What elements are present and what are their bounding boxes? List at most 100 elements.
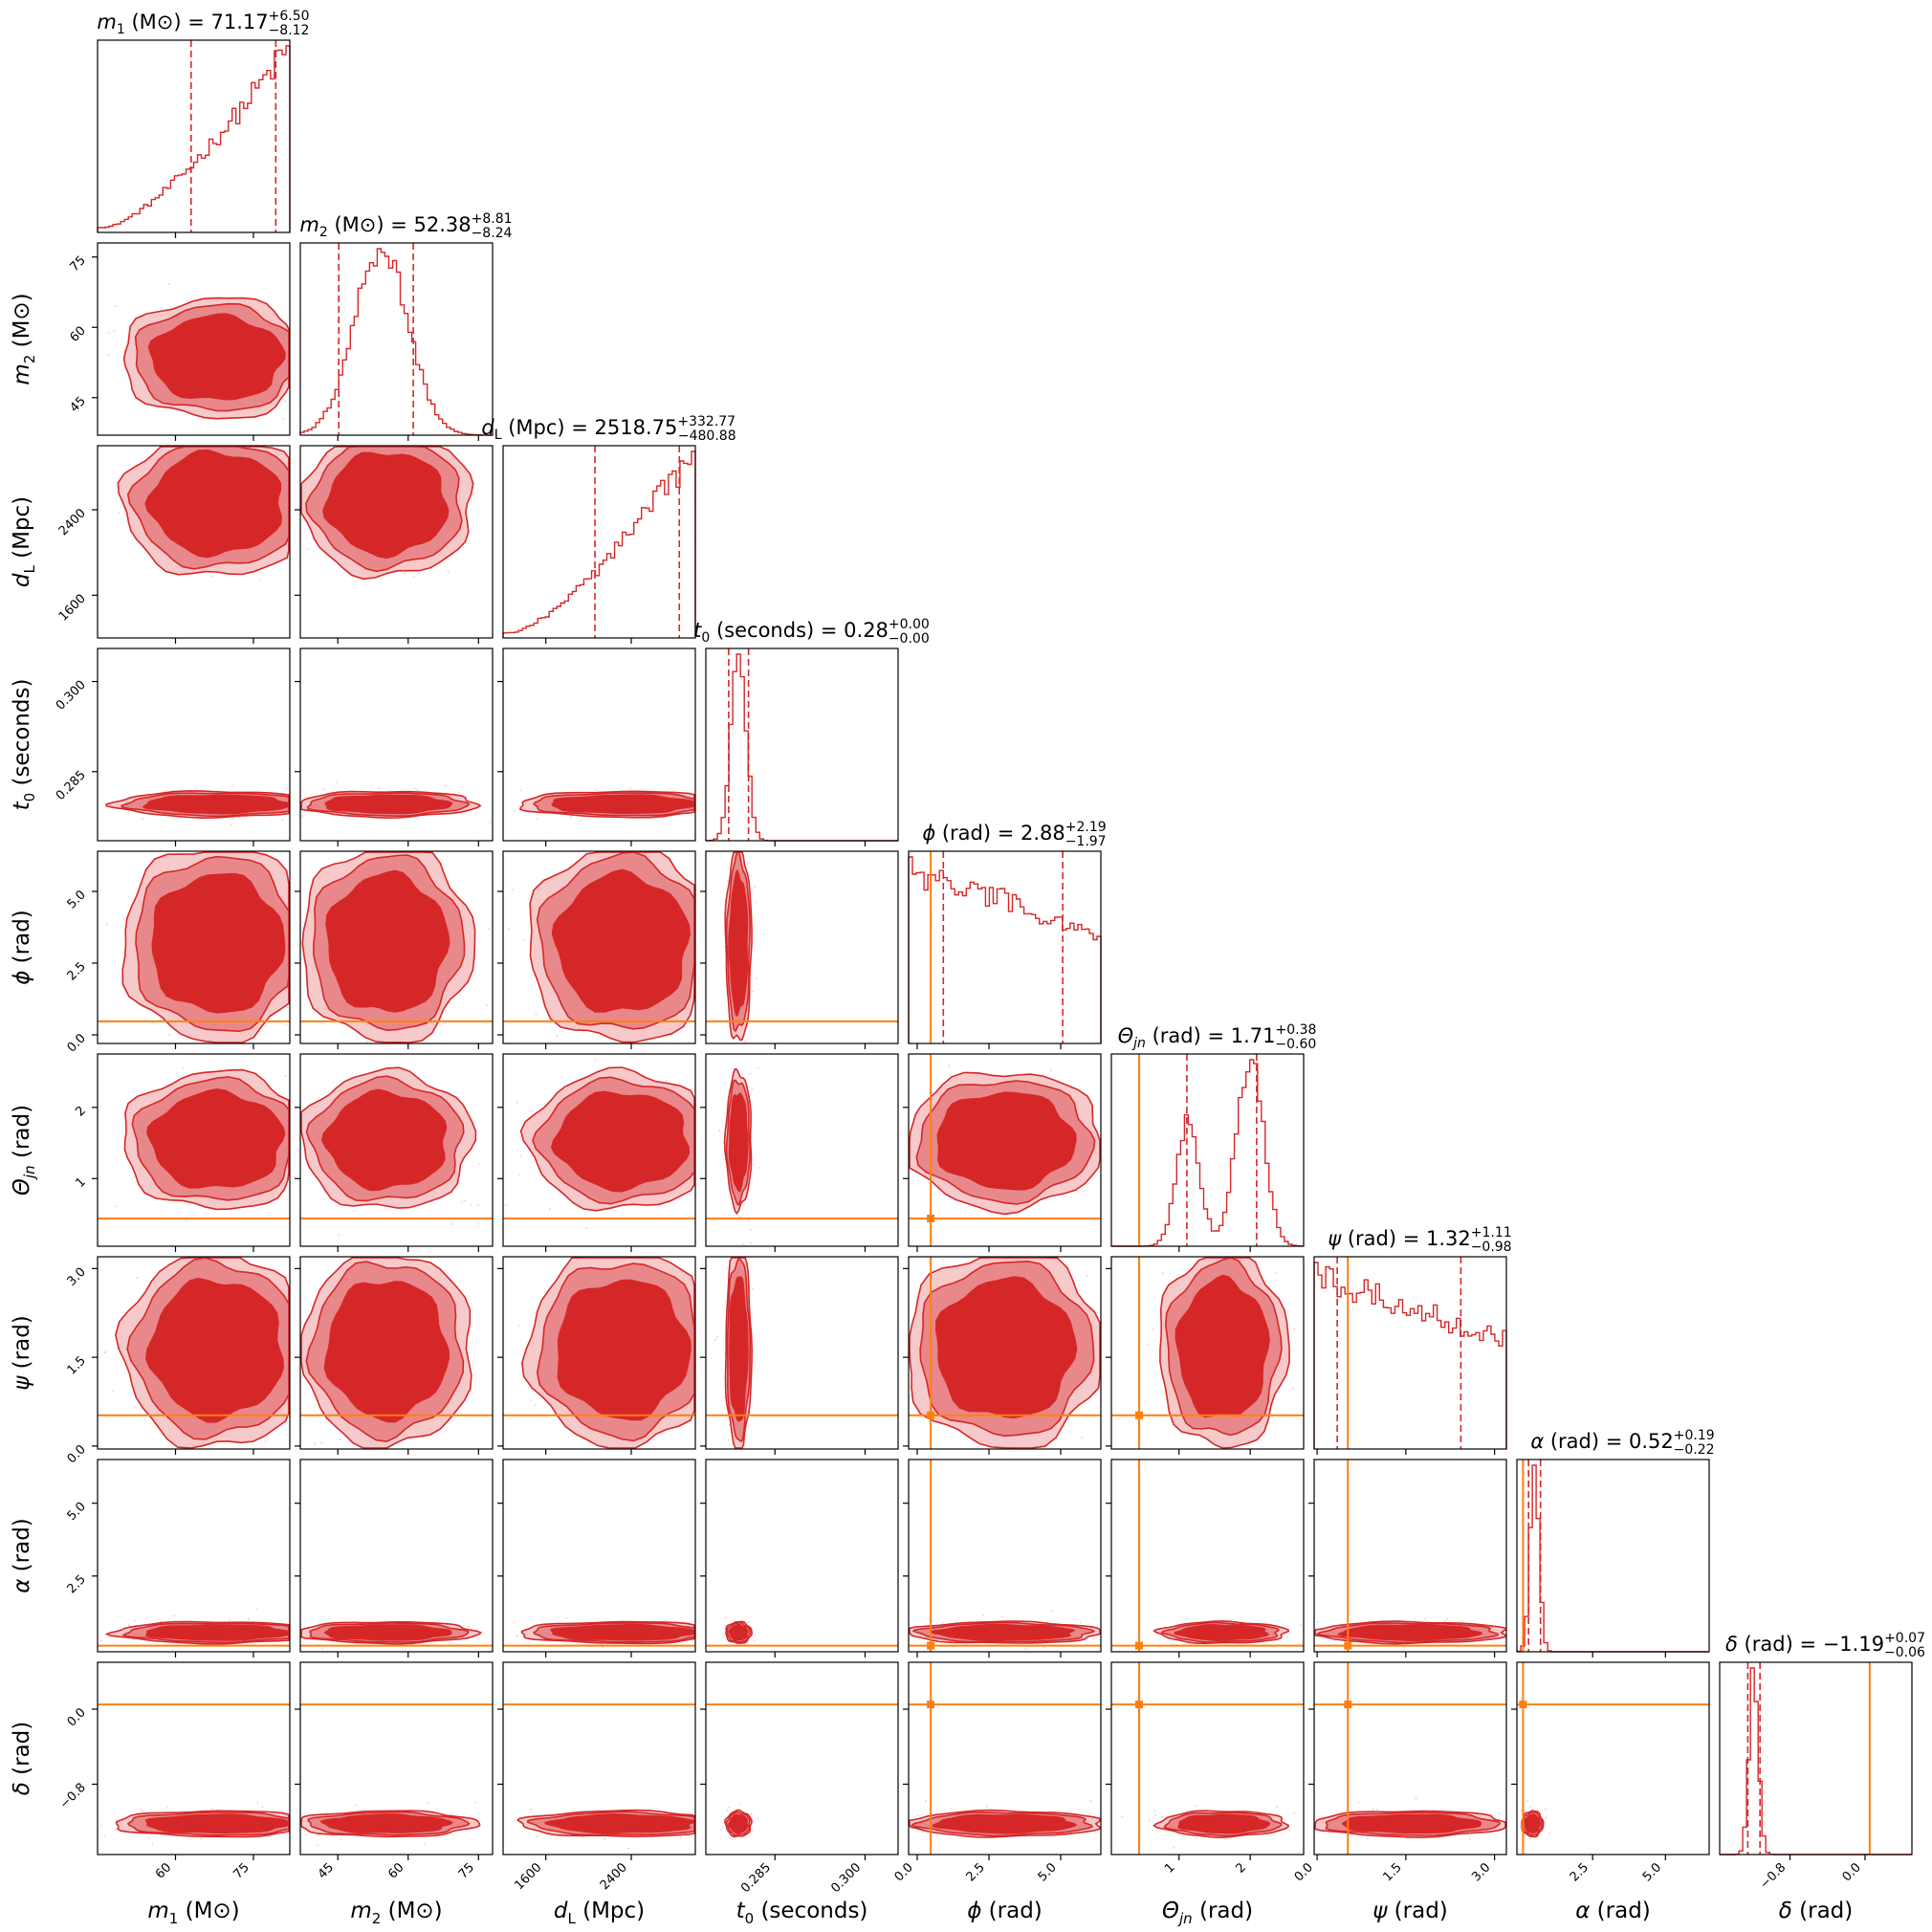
- x-tick-label: 2400: [598, 1860, 630, 1893]
- panel-m1-theta: 12: [73, 1053, 291, 1252]
- sample-dot: [726, 1809, 729, 1811]
- sample-dot: [753, 1163, 756, 1166]
- contour-1sigma: [146, 1087, 286, 1189]
- sample-dot: [724, 1301, 727, 1303]
- sample-dot: [1293, 1328, 1296, 1330]
- sample-dot: [1049, 1069, 1052, 1072]
- panel-t0-phi: [700, 850, 899, 1049]
- sample-dot: [1148, 1819, 1151, 1822]
- sample-dot: [1152, 1327, 1153, 1329]
- sample-dot: [747, 1264, 750, 1266]
- sample-dot: [750, 1812, 753, 1815]
- sample-dot: [371, 784, 374, 787]
- sample-dot: [1414, 1619, 1416, 1621]
- panel-frame: [299, 242, 494, 436]
- sample-dot: [1367, 1837, 1369, 1840]
- sample-dot: [1528, 1806, 1531, 1809]
- sample-dot: [259, 1030, 261, 1033]
- sample-dot: [722, 1636, 724, 1638]
- param-title: dL (Mpc) = 2518.75+332.77 −480.88: [481, 414, 735, 444]
- contour-1sigma: [322, 451, 450, 560]
- panel-frame: [1313, 1256, 1507, 1450]
- contour-1sigma: [934, 1276, 1078, 1419]
- y-tick-label: 1: [73, 1175, 88, 1190]
- sample-dot: [435, 1808, 438, 1811]
- sample-dot: [1186, 1617, 1189, 1619]
- sample-dot: [338, 1234, 340, 1236]
- histogram-step: [1111, 1059, 1305, 1247]
- truth-marker: [1344, 1701, 1352, 1709]
- contour-1sigma: [544, 1813, 696, 1834]
- panel-frame: [502, 648, 696, 842]
- y-tick-label: 1600: [56, 592, 89, 625]
- sample-dot: [512, 889, 514, 891]
- panel-frame: [1516, 1661, 1710, 1855]
- sample-dot: [258, 579, 261, 582]
- sample-dot: [747, 1621, 749, 1624]
- sample-dot: [1083, 1189, 1086, 1192]
- panel-m1-phi: 0.0 2.5 5.0: [65, 850, 291, 1055]
- sample-dot: [932, 1241, 934, 1243]
- sample-dot: [519, 789, 521, 792]
- sample-dot: [584, 1227, 587, 1230]
- axis-label-theta: Θjn (rad): [10, 1105, 38, 1196]
- sample-dot: [339, 1438, 341, 1441]
- sample-dot: [468, 1626, 470, 1629]
- sample-dot: [140, 1809, 143, 1811]
- sample-dot: [114, 305, 117, 308]
- y-tick-label: 0.300: [54, 678, 89, 714]
- sample-dot: [535, 1013, 538, 1016]
- sample-dot: [536, 1835, 538, 1837]
- y-tick-label: 5.0: [65, 1500, 89, 1524]
- sample-dot: [142, 818, 143, 820]
- sample-dot: [265, 1439, 268, 1441]
- contour-1sigma: [144, 1813, 290, 1833]
- sample-dot: [1469, 1837, 1471, 1840]
- panel-frame: [299, 648, 494, 842]
- sample-dot: [145, 1616, 148, 1619]
- sample-dot: [751, 889, 753, 892]
- x-tick-label: 2.5: [1568, 1860, 1592, 1884]
- sample-dot: [1154, 1813, 1157, 1816]
- sample-dot: [1334, 1639, 1337, 1642]
- sample-dot: [748, 1219, 750, 1222]
- sample-dot: [108, 332, 110, 335]
- sample-dot: [281, 819, 283, 821]
- contour-1sigma: [144, 449, 283, 559]
- contour-1sigma: [1336, 1624, 1483, 1641]
- sample-dot: [135, 1406, 137, 1409]
- sample-dot: [565, 1617, 568, 1619]
- sample-dot: [1526, 1800, 1528, 1802]
- sample-dot: [1276, 1806, 1278, 1808]
- panel-frame: [97, 1256, 291, 1450]
- panel-theta-alpha: [1106, 1459, 1305, 1658]
- sample-dot: [1531, 1808, 1534, 1811]
- x-tick-label: 75: [231, 1860, 252, 1881]
- sample-dot: [118, 512, 121, 515]
- sample-dot: [1161, 1272, 1164, 1274]
- sample-dot: [1275, 1272, 1277, 1275]
- panel-frame: [97, 242, 291, 436]
- contour-1sigma: [550, 1090, 691, 1193]
- panel-frame: [1110, 1256, 1305, 1450]
- x-tick-label: 2: [1234, 1860, 1249, 1876]
- sample-dot: [1195, 1805, 1197, 1808]
- histogram-step: [705, 653, 898, 842]
- sample-dot: [742, 1243, 744, 1245]
- panel-frame: [705, 1661, 899, 1855]
- panel-frame: [502, 1459, 696, 1653]
- axis-label-theta: Θjn (rad): [1162, 1899, 1253, 1927]
- contour-1sigma: [1524, 1813, 1542, 1833]
- x-tick-label: 0.0: [1292, 1860, 1316, 1884]
- sample-dot: [151, 1843, 154, 1846]
- panel-alpha-delta: 2.5 5.0: [1511, 1661, 1710, 1884]
- x-tick-label: 5.0: [1640, 1860, 1664, 1884]
- panel-frame: [1110, 1661, 1305, 1855]
- sample-dot: [1415, 1797, 1417, 1800]
- sample-dot: [749, 1229, 752, 1231]
- contour-1sigma: [551, 794, 695, 814]
- sample-dot: [282, 418, 284, 421]
- sample-dot: [355, 1804, 358, 1807]
- sample-dot: [303, 1830, 306, 1832]
- contour-1sigma: [728, 1813, 749, 1834]
